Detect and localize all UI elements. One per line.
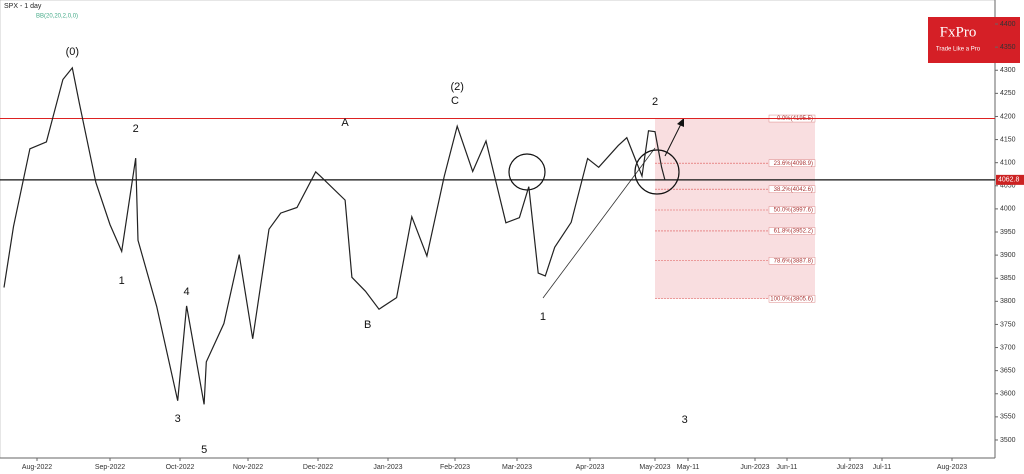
wave-label: 2 bbox=[133, 123, 139, 135]
x-tick-label: Jan-2023 bbox=[373, 464, 402, 471]
plot-area bbox=[0, 0, 996, 459]
wave-label: 1 bbox=[540, 311, 546, 323]
indicator-label: BB(20,20,2,0,0) bbox=[36, 14, 78, 20]
y-tick-label: 3950 bbox=[1000, 229, 1016, 236]
fib-label-box bbox=[768, 257, 816, 265]
y-tick-label: 4400 bbox=[1000, 21, 1016, 28]
x-tick-label: Oct-2022 bbox=[166, 464, 195, 471]
arrow bbox=[664, 123, 682, 157]
wave-label: 5 bbox=[201, 444, 207, 456]
y-tick-label: 3500 bbox=[1000, 437, 1016, 444]
x-tick-label: Aug-2023 bbox=[937, 464, 967, 471]
wave-label: 3 bbox=[682, 414, 688, 426]
trend-line bbox=[542, 147, 656, 299]
wave-label: 3 bbox=[175, 413, 181, 425]
fib-label: 38.2%(4042.6) bbox=[774, 187, 813, 193]
x-tick-label: Sep-2022 bbox=[95, 464, 125, 471]
wave-label: (2) bbox=[450, 81, 463, 93]
current-price-box bbox=[996, 174, 1024, 185]
wave-label: 1 bbox=[119, 275, 125, 287]
price-line bbox=[3, 66, 666, 405]
x-tick-label: May-2023 bbox=[639, 464, 670, 471]
y-tick-label: 3900 bbox=[1000, 252, 1016, 259]
wave-label: A bbox=[341, 117, 349, 129]
y-tick-label: 4000 bbox=[1000, 206, 1016, 213]
y-tick-label: 4250 bbox=[1000, 90, 1016, 97]
x-tick-label: Jun-2023 bbox=[740, 464, 769, 471]
wave-label: (0) bbox=[66, 46, 79, 58]
wave-label: C bbox=[451, 95, 459, 107]
fib-label-box bbox=[768, 227, 816, 235]
fib-label: 50.0%(3997.6) bbox=[774, 208, 813, 214]
y-tick-label: 3850 bbox=[1000, 275, 1016, 282]
fib-label: 100.0%(3805.6) bbox=[770, 296, 813, 302]
x-tick-label: Jun-11 bbox=[777, 464, 798, 471]
y-tick-label: 4300 bbox=[1000, 67, 1016, 74]
y-tick-label: 3600 bbox=[1000, 391, 1016, 398]
x-tick-label: Nov-2022 bbox=[233, 464, 263, 471]
y-tick-label: 4050 bbox=[1000, 183, 1016, 190]
logo-name: FxPro bbox=[940, 24, 977, 40]
fib-label-box bbox=[768, 185, 816, 193]
y-tick-label: 4350 bbox=[1000, 44, 1016, 51]
y-tick-label: 4200 bbox=[1000, 113, 1016, 120]
x-tick-label: May-11 bbox=[677, 464, 700, 471]
y-tick-label: 3750 bbox=[1000, 321, 1016, 328]
arrow-head bbox=[677, 118, 684, 127]
highlight-circle bbox=[634, 149, 680, 195]
x-tick-label: Dec-2022 bbox=[303, 464, 333, 471]
current-price-label: 4062.8 bbox=[998, 177, 1020, 184]
x-tick-label: Apr-2023 bbox=[576, 464, 605, 471]
fib-label: 61.8%(3952.2) bbox=[774, 229, 813, 235]
logo-tagline: Trade Like a Pro bbox=[936, 47, 981, 53]
chart-title: SPX - 1 day bbox=[4, 3, 42, 10]
x-tick-label: Aug-2022 bbox=[22, 464, 52, 471]
y-tick-label: 3550 bbox=[1000, 414, 1016, 421]
y-tick-label: 4150 bbox=[1000, 136, 1016, 143]
logo bbox=[928, 17, 1020, 63]
fib-label: 0.0%(4195.5) bbox=[777, 116, 813, 122]
wave-label: 4 bbox=[184, 286, 190, 298]
fib-label-box bbox=[768, 206, 816, 214]
y-tick-label: 3650 bbox=[1000, 367, 1016, 374]
y-tick-label: 4100 bbox=[1000, 160, 1016, 167]
wave-label: B bbox=[364, 319, 371, 331]
x-tick-label: Feb-2023 bbox=[440, 464, 470, 471]
fib-label: 78.6%(3887.8) bbox=[774, 258, 813, 264]
fib-label-box bbox=[768, 294, 816, 303]
fib-label: 23.6%(4098.9) bbox=[774, 161, 813, 167]
fib-label-box bbox=[768, 159, 816, 167]
highlight-circle bbox=[508, 153, 546, 191]
y-tick-label: 3700 bbox=[1000, 344, 1016, 351]
x-tick-label: Jul-2023 bbox=[837, 464, 864, 471]
x-tick-label: Mar-2023 bbox=[502, 464, 532, 471]
x-tick-label: Jul-11 bbox=[873, 464, 892, 471]
y-tick-label: 3800 bbox=[1000, 298, 1016, 305]
wave-label: 2 bbox=[652, 96, 658, 108]
